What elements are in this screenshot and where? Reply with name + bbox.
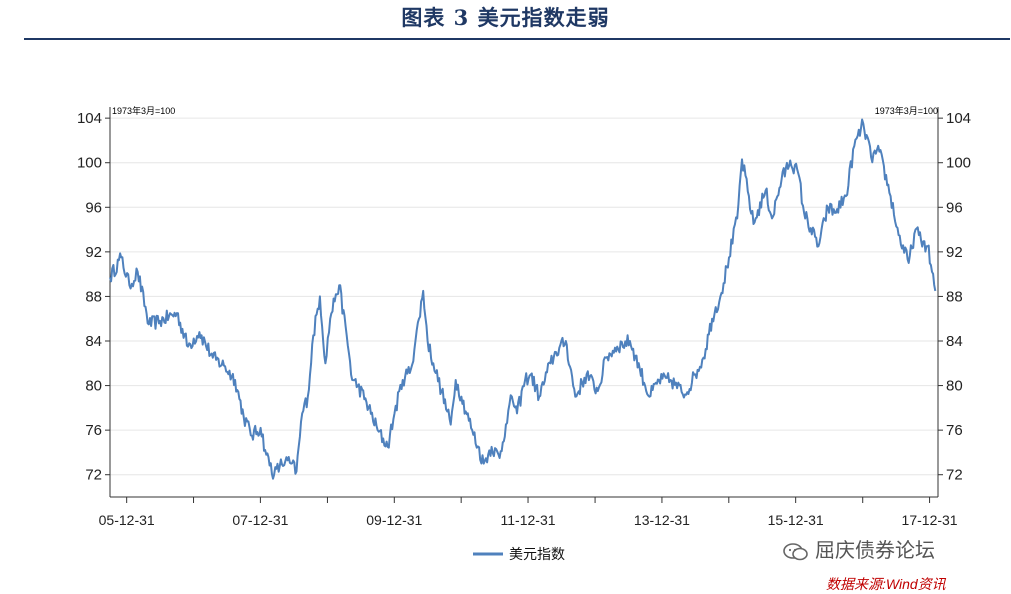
wechat-icon bbox=[783, 542, 808, 561]
y-tick-label-left: 72 bbox=[85, 467, 102, 484]
y-tick-label-right: 88 bbox=[946, 288, 963, 305]
y-tick-label-right: 104 bbox=[946, 110, 971, 127]
title-divider bbox=[24, 38, 1010, 40]
watermark-text: 屈庆债券论坛 bbox=[815, 540, 935, 562]
y-tick-label-left: 96 bbox=[85, 199, 102, 216]
data-source: 数据来源:Wind资讯 bbox=[826, 576, 946, 592]
y-tick-label-right: 92 bbox=[946, 244, 963, 261]
grid-layer bbox=[110, 117, 938, 476]
y-tick-label-right: 84 bbox=[946, 333, 963, 350]
y-tick-label-right: 80 bbox=[946, 378, 963, 395]
y-tick-label-left: 100 bbox=[77, 155, 102, 172]
axes-layer: 72 72 76 76 80 80 84 84 88 88 92 92 96 96 100 100 104 104… bbox=[77, 107, 971, 528]
watermark: 屈庆债券论坛 bbox=[783, 534, 935, 563]
y-tick-label-left: 92 bbox=[85, 244, 102, 261]
right-axis-unit: 1973年3月=100 bbox=[875, 105, 938, 116]
x-tick-label: 09-12-31 bbox=[366, 512, 422, 528]
legend: 美元指数 bbox=[473, 546, 565, 562]
y-tick-label-right: 96 bbox=[946, 199, 963, 216]
x-tick-label: 05-12-31 bbox=[99, 512, 155, 528]
series-line-dollar-index bbox=[109, 118, 937, 480]
x-tick-label: 15-12-31 bbox=[768, 512, 824, 528]
y-tick-label-left: 104 bbox=[77, 110, 102, 127]
y-tick-label-right: 72 bbox=[946, 467, 963, 484]
y-tick-label-right: 100 bbox=[946, 155, 971, 172]
x-tick-label: 11-12-31 bbox=[501, 512, 556, 528]
y-tick-label-left: 84 bbox=[85, 333, 102, 350]
x-tick-label: 07-12-31 bbox=[232, 512, 288, 528]
x-tick-label: 17-12-31 bbox=[902, 512, 958, 528]
x-tick-label: 13-12-31 bbox=[634, 512, 690, 528]
y-tick-label-left: 76 bbox=[85, 422, 102, 439]
y-tick-label-left: 88 bbox=[85, 288, 102, 305]
y-tick-label-left: 80 bbox=[85, 378, 102, 395]
figure-title: 图表 3 美元指数走弱 bbox=[401, 5, 610, 30]
left-axis-unit: 1973年3月=100 bbox=[112, 105, 175, 116]
y-tick-label-right: 76 bbox=[946, 422, 963, 439]
legend-label: 美元指数 bbox=[509, 546, 565, 562]
